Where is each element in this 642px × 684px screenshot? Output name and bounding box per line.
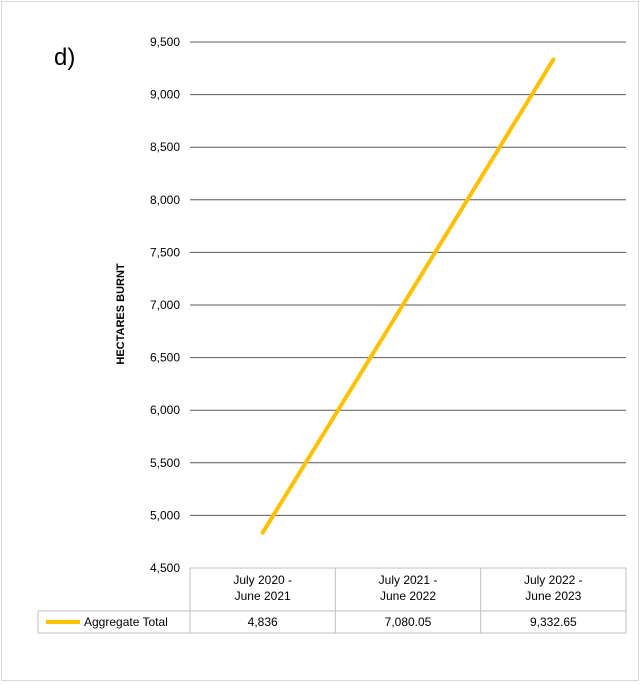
x-tick-label: July 2020 -June 2021: [233, 573, 292, 603]
y-tick-label: 8,000: [150, 193, 180, 207]
gridlines: [190, 41, 626, 516]
x-tick-label: July 2021 -June 2022: [379, 573, 438, 603]
panel-label: d): [54, 44, 76, 71]
x-tick-label: July 2022 -June 2023: [524, 573, 583, 603]
data-point: [260, 530, 265, 535]
y-axis-label: HECTARES BURNT: [115, 263, 127, 365]
data-point: [406, 294, 410, 299]
data-point: [551, 57, 556, 62]
y-tick-label: 9,500: [150, 35, 180, 49]
y-tick-label: 5,000: [150, 508, 180, 522]
y-tick-label: 9,000: [150, 88, 180, 102]
y-tick-label: 6,000: [150, 403, 180, 417]
data-table: July 2020 -June 2021 July 2021 -June 2022…: [37, 567, 627, 634]
y-tick-label: 6,500: [150, 351, 180, 365]
y-tick-label: 7,000: [150, 298, 180, 312]
series-layer: [260, 57, 556, 535]
data-value-label: 9,332.65: [530, 615, 577, 629]
y-tick-label: 5,500: [150, 456, 180, 470]
y-tick-label: 7,500: [150, 245, 180, 259]
data-value-label: 4,836: [248, 615, 278, 629]
y-tick-label: 4,500: [150, 561, 180, 575]
data-value-label: 7,080.05: [385, 615, 432, 629]
legend-label: Aggregate Total: [84, 615, 168, 629]
y-tick-label: 8,500: [150, 140, 180, 154]
y-axis-ticks: 4,500 5,000 5,500 6,000 6,500 7,000 7,500 8,000…: [150, 35, 180, 575]
